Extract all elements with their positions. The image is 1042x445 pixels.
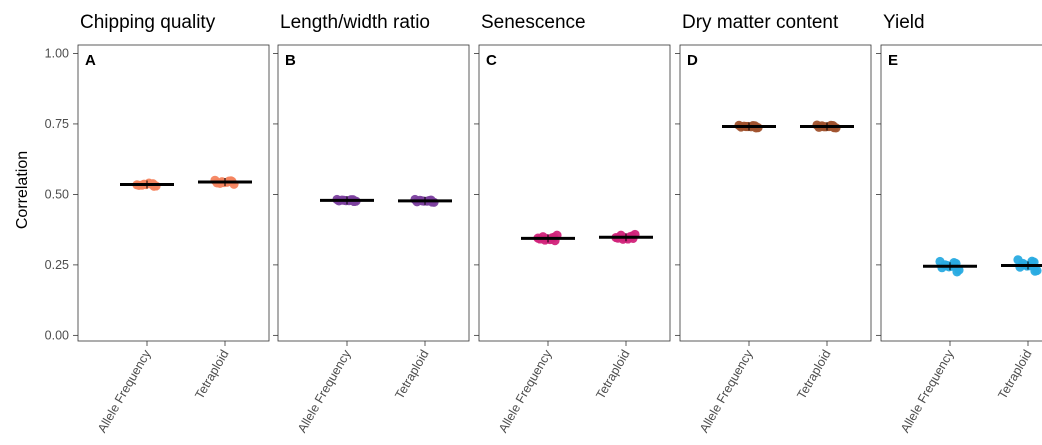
panel-letter: B <box>285 52 296 69</box>
panel-e: Yield E Allele Frequency Tetraploid <box>876 12 1042 435</box>
panel-title: Dry matter content <box>682 12 839 33</box>
panel-title: Yield <box>883 12 925 33</box>
panel-title: Senescence <box>481 12 586 33</box>
y-axis-label: Correlation <box>14 151 31 229</box>
panel-frame <box>478 44 671 342</box>
panel-frame <box>679 44 872 342</box>
panel-frame <box>277 44 470 342</box>
x-tick-label: Allele Frequency <box>898 347 957 435</box>
y-tick-label: 0.25 <box>45 258 69 272</box>
panel-letter: C <box>486 52 497 69</box>
x-tick-label: Tetraploid <box>995 347 1034 401</box>
panel-d: Dry matter content D Allele Frequency Tetra… <box>675 12 872 435</box>
data-point <box>1030 266 1040 276</box>
data-point <box>952 267 962 277</box>
panel-frame <box>77 44 270 342</box>
panels: Chipping quality A 0.00 0.25 0.50 0.75 1.00 All… <box>45 12 1042 435</box>
y-tick-label: 0.00 <box>45 328 69 342</box>
panel-b: Length/width ratio B Allele Frequency Tetra… <box>273 12 470 435</box>
y-tick-label: 0.50 <box>45 187 69 201</box>
x-tick-label: Allele Frequency <box>295 347 354 435</box>
x-tick-label: Tetraploid <box>392 347 431 401</box>
panel-frame <box>880 44 1042 342</box>
panel-letter: D <box>687 52 698 69</box>
x-tick-label: Allele Frequency <box>95 347 154 435</box>
x-tick-label: Allele Frequency <box>496 347 555 435</box>
x-tick-label: Tetraploid <box>794 347 833 401</box>
panel-letter: A <box>85 52 96 69</box>
panel-a: Chipping quality A 0.00 0.25 0.50 0.75 1.00 All… <box>45 12 270 435</box>
x-tick-label: Tetraploid <box>593 347 632 401</box>
panel-title: Chipping quality <box>80 12 216 33</box>
panel-title: Length/width ratio <box>280 12 430 33</box>
y-tick-label: 1.00 <box>45 46 69 60</box>
x-tick-label: Tetraploid <box>192 347 231 401</box>
panel-letter: E <box>888 52 898 69</box>
y-tick-label: 0.75 <box>45 117 69 131</box>
panel-c: Senescence C Allele Frequency Tetraploid <box>474 12 671 435</box>
x-tick-label: Allele Frequency <box>697 347 756 435</box>
